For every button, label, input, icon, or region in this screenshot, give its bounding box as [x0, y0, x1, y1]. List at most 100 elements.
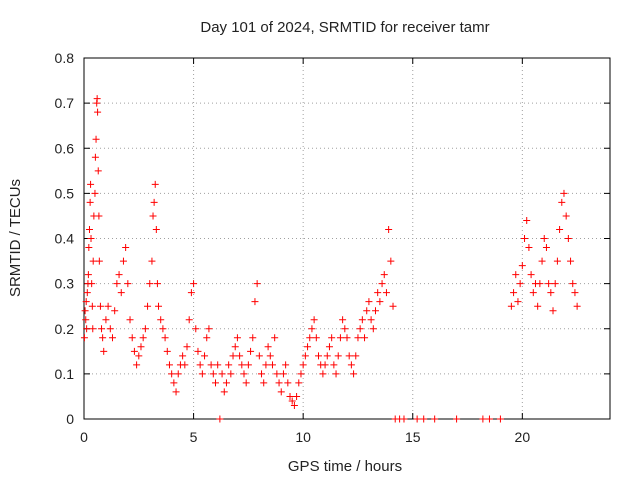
- data-point: [558, 198, 566, 206]
- data-point: [321, 361, 329, 369]
- data-point: [562, 212, 570, 220]
- data-point: [573, 302, 581, 310]
- y-tick-label: 0.8: [55, 50, 75, 66]
- data-point: [100, 347, 108, 355]
- data-point: [87, 235, 95, 242]
- data-point: [529, 289, 537, 297]
- data-point: [295, 379, 303, 387]
- data-point: [485, 415, 493, 423]
- data-point: [117, 289, 125, 297]
- data-point: [98, 325, 106, 333]
- data-point: [420, 415, 428, 423]
- x-tick-label: 15: [405, 429, 421, 445]
- data-point: [258, 370, 266, 378]
- data-point: [284, 379, 292, 387]
- data-point: [172, 388, 180, 396]
- data-point: [124, 280, 132, 288]
- data-point: [545, 280, 553, 288]
- data-point: [286, 392, 294, 400]
- data-point: [336, 334, 344, 342]
- data-point: [288, 397, 296, 405]
- data-point: [198, 370, 206, 378]
- data-point: [413, 415, 421, 423]
- axis-ticks: 0 0.1 0.2 0.3 0.4 0.5 0.6 0.7 0.8 0 5 10 15 20: [55, 50, 610, 445]
- data-point: [119, 257, 127, 265]
- data-point: [104, 302, 112, 310]
- data-point: [389, 302, 397, 310]
- data-point: [95, 257, 103, 265]
- data-point: [207, 361, 215, 369]
- data-point: [85, 225, 93, 233]
- data-point: [85, 244, 93, 252]
- data-point: [479, 415, 487, 423]
- data-point: [330, 361, 338, 369]
- data-point: [247, 347, 255, 355]
- data-point: [315, 352, 323, 360]
- data-point: [244, 361, 252, 369]
- data-point: [148, 257, 156, 265]
- data-point: [382, 289, 390, 297]
- data-point: [229, 352, 237, 360]
- y-tick-label: 0.2: [55, 321, 75, 337]
- x-axis-label: GPS time / hours: [288, 458, 402, 475]
- data-point: [137, 343, 145, 351]
- data-point: [275, 379, 283, 387]
- x-tick-label: 10: [295, 429, 311, 445]
- data-point: [308, 325, 316, 333]
- data-point: [192, 325, 200, 333]
- data-point: [82, 316, 90, 324]
- data-point: [201, 352, 209, 360]
- data-point: [387, 257, 395, 265]
- data-point: [556, 225, 564, 233]
- data-point: [268, 361, 276, 369]
- data-point: [376, 298, 384, 306]
- data-point: [157, 316, 165, 324]
- data-point: [293, 392, 301, 400]
- data-point: [242, 379, 250, 387]
- x-tick-label: 0: [80, 429, 88, 445]
- data-point: [249, 334, 257, 342]
- data-point: [518, 262, 526, 270]
- data-point: [510, 289, 518, 297]
- data-point: [306, 334, 314, 342]
- data-point: [310, 316, 318, 324]
- data-point: [108, 334, 116, 342]
- data-point: [569, 280, 577, 288]
- data-point: [553, 257, 561, 265]
- data-point: [133, 361, 141, 369]
- data-point: [216, 415, 224, 423]
- data-point: [168, 370, 176, 378]
- data-point: [83, 325, 91, 333]
- data-point: [325, 343, 333, 351]
- data-point: [312, 334, 320, 342]
- data-point: [343, 334, 351, 342]
- data-point: [165, 361, 173, 369]
- data-point: [564, 235, 572, 242]
- data-point: [82, 298, 90, 306]
- data-point: [89, 257, 97, 265]
- data-point: [89, 325, 97, 333]
- data-point: [225, 361, 233, 369]
- data-point: [323, 352, 331, 360]
- data-point: [87, 180, 95, 188]
- data-point: [371, 307, 379, 315]
- data-point: [496, 415, 504, 423]
- y-tick-label: 0.1: [55, 366, 75, 382]
- data-point: [334, 352, 342, 360]
- data-point: [536, 280, 544, 288]
- y-tick-label: 0.7: [55, 95, 75, 111]
- data-point: [94, 108, 102, 116]
- data-point: [222, 379, 230, 387]
- data-point: [266, 352, 274, 360]
- data-point: [183, 343, 191, 351]
- y-tick-label: 0.3: [55, 276, 75, 292]
- data-point: [273, 370, 281, 378]
- y-axis-label: SRMTID / TECUs: [7, 179, 24, 297]
- data-point: [523, 216, 531, 224]
- data-point: [88, 280, 96, 288]
- data-point: [81, 307, 89, 315]
- data-point: [549, 307, 557, 315]
- data-point: [94, 167, 102, 175]
- data-point: [86, 198, 94, 206]
- data-point: [91, 189, 99, 197]
